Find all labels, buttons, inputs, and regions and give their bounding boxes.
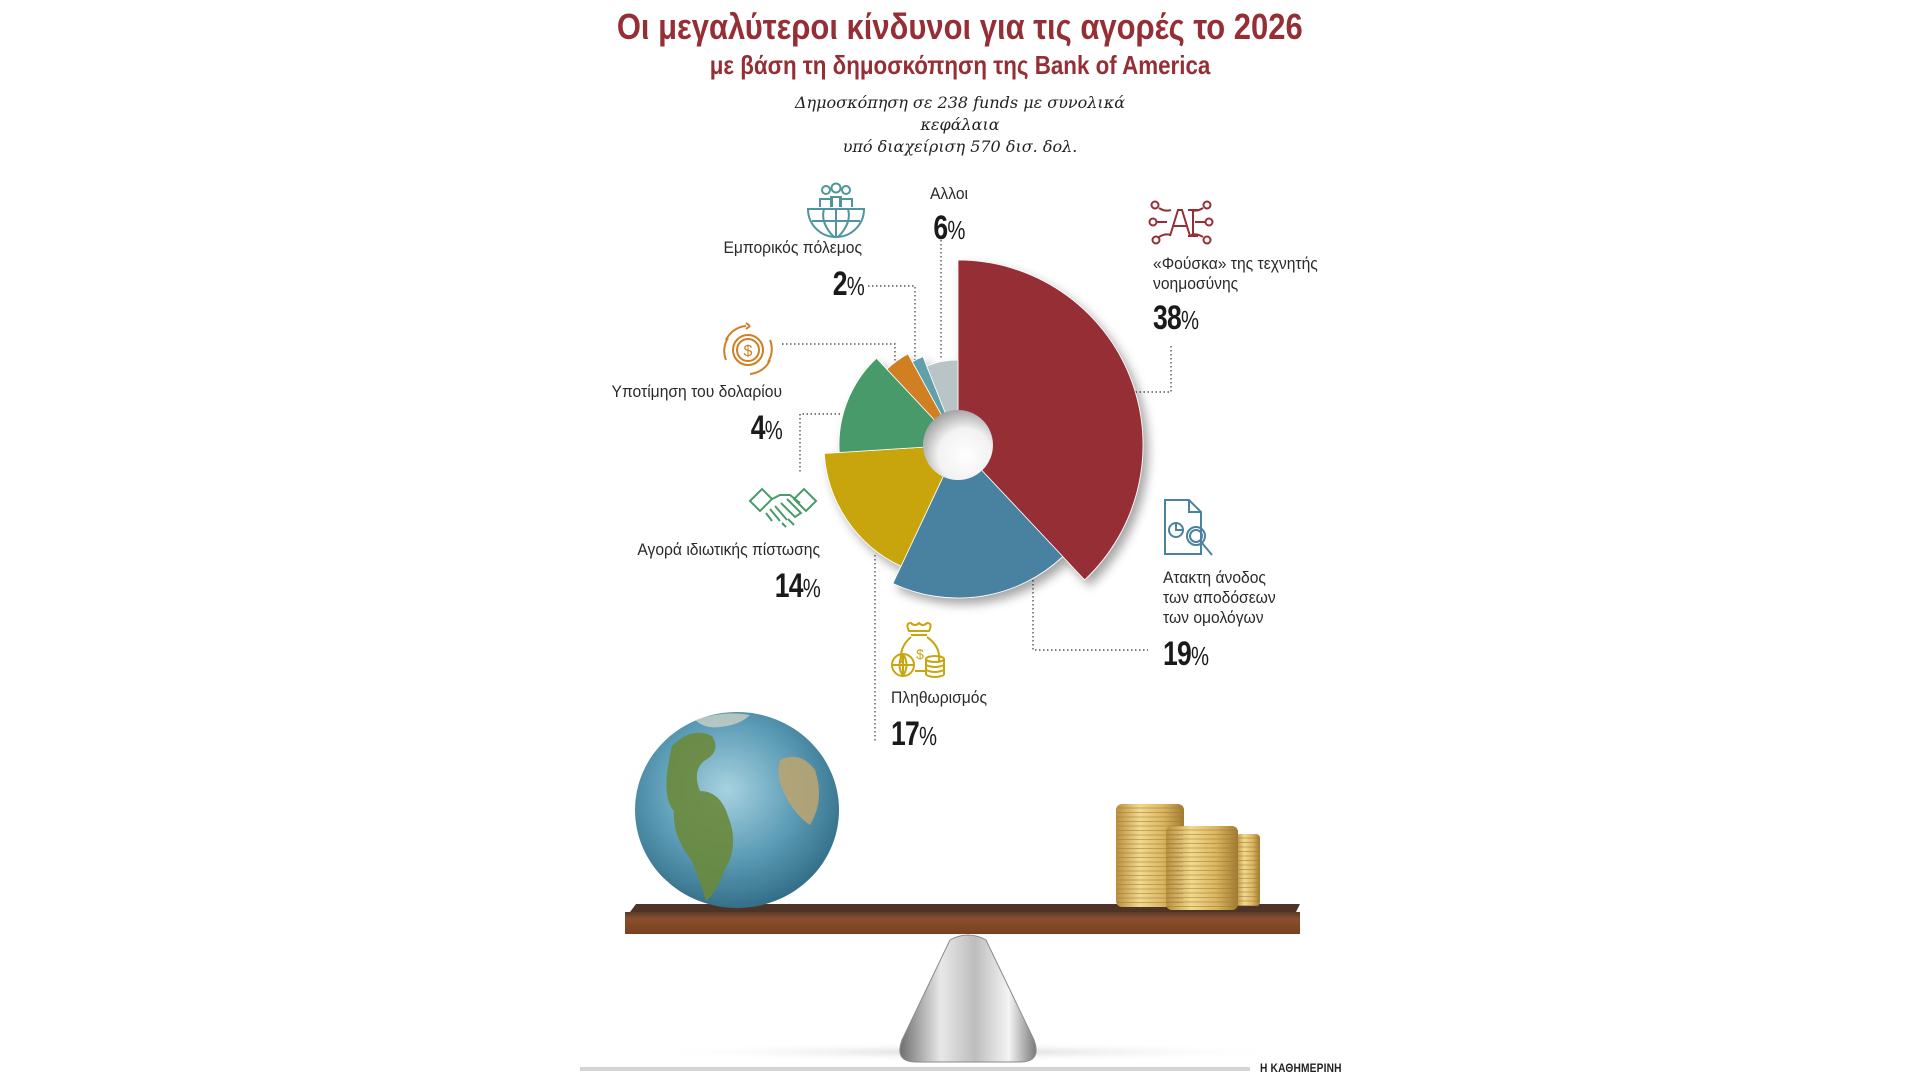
svg-text:$: $ — [916, 646, 924, 662]
value-bond-yields-number: 19 — [1163, 635, 1192, 673]
survey-note-line2: υπό διαχείριση 570 δισ. δολ. — [842, 137, 1078, 156]
chart-subtitle-wrap: με βάση τη δημοσκόπηση της Bank of Ameri… — [0, 50, 1920, 81]
value-trade-war: 2% — [783, 265, 865, 304]
label-ai-bubble-line1: «Φούσκα» της τεχνητής — [1153, 254, 1318, 273]
value-others-number: 6 — [933, 209, 948, 247]
leader-dollar — [782, 343, 896, 362]
leader-trade-war — [868, 285, 916, 360]
chart-subtitle: με βάση τη δημοσκόπηση της Bank of Ameri… — [709, 50, 1211, 80]
value-ai-bubble: 38% — [1153, 300, 1247, 338]
percent-sign: % — [1180, 305, 1199, 335]
seesaw-illustration — [625, 712, 1300, 1063]
percent-sign: % — [1190, 641, 1209, 671]
value-dollar: 4% — [702, 409, 783, 448]
pie-center-hole — [923, 410, 993, 480]
value-ai-bubble-number: 38 — [1153, 299, 1182, 337]
label-bond-yields-line3: των ομολόγων — [1163, 608, 1264, 627]
percent-sign: % — [802, 573, 821, 603]
svg-text:$: $ — [744, 343, 753, 360]
label-bond-yields: Ατακτη άνοδος των αποδόσεων των ομολόγων — [1163, 568, 1347, 628]
leader-private-credit — [799, 413, 840, 474]
chart-title-wrap: Οι μεγαλύτεροι κίνδυνοι για τις αγορές τ… — [0, 6, 1920, 48]
seesaw-plank — [625, 912, 1300, 934]
value-private-credit-number: 14 — [774, 567, 804, 605]
money-bag-icon: $ — [891, 621, 945, 678]
leader-bond-yields — [1032, 580, 1148, 651]
survey-note-line1: Δημοσκόπηση σε 238 funds με συνολικά κεφ… — [795, 93, 1125, 134]
coin-stacks — [1116, 804, 1260, 910]
label-bond-yields-line2: των αποδόσεων — [1163, 588, 1276, 607]
seesaw-pivot — [899, 934, 1037, 1063]
value-private-credit: 14% — [726, 567, 821, 606]
percent-sign: % — [918, 721, 937, 751]
label-ai-bubble-line2: νοημοσύνης — [1153, 274, 1239, 293]
ai-chip-icon — [1148, 200, 1214, 245]
value-trade-war-number: 2 — [832, 265, 848, 303]
percent-sign: % — [947, 215, 965, 245]
globe-people-icon — [806, 182, 866, 238]
chart-title: Οι μεγαλύτεροι κίνδυνοι για τις αγορές τ… — [617, 6, 1303, 47]
value-dollar-number: 4 — [750, 409, 766, 447]
value-inflation-number: 17 — [891, 715, 920, 753]
label-bond-yields-line1: Ατακτη άνοδος — [1163, 568, 1266, 587]
dollar-cycle-icon: $ — [723, 322, 773, 375]
value-others: 6% — [911, 210, 987, 248]
percent-sign: % — [846, 271, 865, 301]
document-search-icon — [1164, 499, 1213, 556]
publisher-brand: Η ΚΑΘΗΜΕΡΙΝΗ — [1260, 1061, 1342, 1075]
label-ai-bubble: «Φούσκα» της τεχνητής νοημοσύνης — [1153, 254, 1392, 294]
value-inflation: 17% — [891, 716, 985, 754]
survey-note: Δημοσκόπηση σε 238 funds με συνολικά κεφ… — [760, 92, 1160, 158]
globe — [635, 712, 839, 908]
footer-rule — [580, 1067, 1250, 1071]
label-private-credit: Αγορά ιδιωτικής πίστωσης — [637, 540, 820, 559]
percent-sign: % — [764, 415, 783, 445]
label-trade-war: Εμπορικός πόλεμος — [723, 238, 862, 257]
label-dollar: Υποτίμηση του δολαρίου — [611, 382, 782, 401]
label-inflation: Πληθωρισμός — [891, 688, 987, 707]
handshake-icon — [748, 487, 818, 528]
leader-lines — [782, 240, 1172, 742]
pie-chart — [823, 259, 1144, 599]
label-others: Αλλοι — [929, 184, 969, 203]
leader-ai-bubble — [1130, 346, 1172, 393]
value-bond-yields: 19% — [1163, 636, 1257, 674]
